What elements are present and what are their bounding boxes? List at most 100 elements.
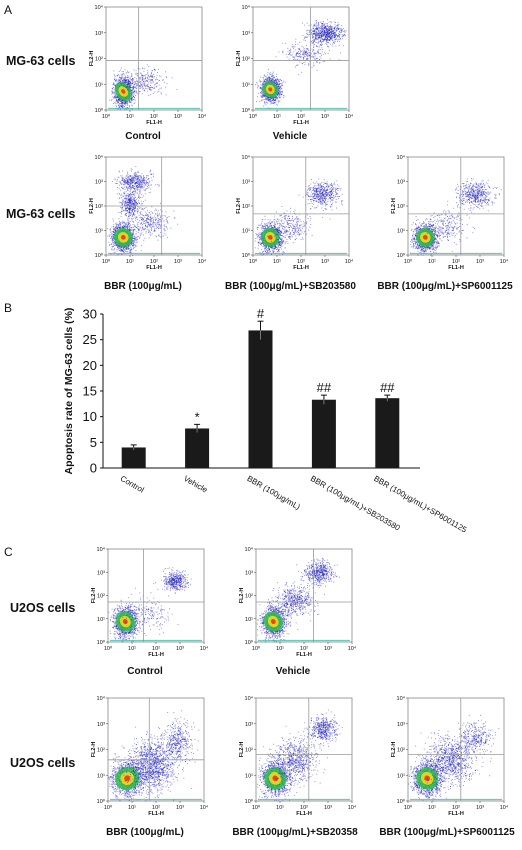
y-tick-label: 10⁴ [97, 546, 106, 553]
row-label-u2os-bottom: U2OS cells [10, 756, 75, 770]
y-tick-label: 10² [97, 748, 105, 754]
scatter-points [408, 714, 500, 802]
row-label-u2os-top: U2OS cells [10, 601, 75, 615]
y-axis-label: FL2-H [91, 742, 97, 758]
x-tick-label: 10³ [321, 259, 329, 265]
y-tick-label: 10⁰ [242, 252, 251, 259]
x-tick-label: 10¹ [128, 805, 136, 811]
y-tick-label: 10⁰ [245, 639, 254, 646]
x-tick-label: 10¹ [428, 259, 436, 265]
x-axis-label: FL1-H [146, 265, 162, 271]
y-tick-label: 30 [83, 307, 97, 322]
y-axis-label: FL2-H [391, 742, 397, 758]
x-tick-label: 10⁰ [102, 113, 111, 120]
flow-plot-u2os-control: 10⁰ 10⁰ 10¹ 10¹ 10² 10² 10³ 10³ 10⁴ 10⁴ FL1-H FL2-H [80, 545, 210, 660]
panel-label-b: B [4, 301, 12, 315]
caption-u2os-bbr-sb: BBR (100μg/mL)+SB20358 [222, 827, 368, 838]
y-tick-label: 10¹ [97, 617, 105, 623]
y-tick-label: 10⁰ [397, 252, 406, 259]
bar [248, 330, 273, 468]
bar [185, 428, 210, 468]
y-tick-label: 10⁰ [97, 798, 106, 805]
panel-label-a: A [4, 3, 12, 17]
caption-mg63-vehicle: Vehicle [225, 131, 355, 142]
x-tick-label: 10⁴ [200, 804, 209, 811]
y-tick-label: 10¹ [97, 773, 105, 779]
y-tick-label: 20 [83, 358, 97, 373]
x-axis-label: FL1-H [296, 811, 312, 817]
x-tick-label: 10⁰ [249, 258, 258, 265]
significance-marker: ## [380, 380, 395, 395]
caption-u2os-bbr-sp: BBR (100μg/mL)+SP6001125 [374, 827, 520, 838]
panel-label-c: C [4, 545, 13, 559]
y-tick-label: 10³ [397, 722, 405, 728]
x-tick-label: 10⁴ [200, 645, 209, 652]
y-tick-label: 10⁴ [397, 695, 406, 702]
x-tick-label: 10¹ [128, 646, 136, 652]
x-axis-label: FL1-H [448, 811, 464, 817]
x-tick-label: 10³ [176, 646, 184, 652]
y-axis-label: FL2-H [91, 588, 97, 604]
x-tick-label: 10³ [321, 114, 329, 120]
y-axis-label: FL2-H [236, 198, 242, 214]
x-tick-label: 10³ [324, 646, 332, 652]
x-tick-label: BBR (100μg/mL)+SB203580 [309, 474, 402, 533]
y-tick-label: 10⁴ [397, 154, 406, 161]
y-tick-label: 10⁴ [242, 154, 251, 161]
x-tick-label: 10³ [324, 805, 332, 811]
x-tick-label: 10¹ [276, 805, 284, 811]
y-tick-label: 10⁴ [95, 4, 104, 11]
x-axis-label: FL1-H [148, 652, 164, 658]
y-tick-label: 10³ [245, 722, 253, 728]
x-tick-label: 10² [152, 805, 160, 811]
row-label-mg63-top: MG-63 cells [6, 54, 75, 68]
x-tick-label: Vehicle [182, 474, 209, 495]
scatter-points [256, 558, 340, 643]
x-axis-label: FL1-H [296, 652, 312, 658]
y-tick-label: 10² [245, 748, 253, 754]
x-axis-label: FL1-H [293, 265, 309, 271]
flow-plot-u2os-bbr-sp: 10⁰ 10⁰ 10¹ 10¹ 10² 10² 10³ 10³ 10⁴ 10⁴ FL1-H FL2-H [380, 694, 510, 819]
x-tick-label: 10⁰ [249, 113, 258, 120]
y-tick-label: 10² [242, 204, 250, 210]
x-tick-label: 10¹ [273, 259, 281, 265]
flow-plot-u2os-bbr-sb: 10⁰ 10⁰ 10¹ 10¹ 10² 10² 10³ 10³ 10⁴ 10⁴ FL1-H FL2-H [228, 694, 358, 819]
y-tick-label: 10³ [97, 570, 105, 576]
x-tick-label: 10¹ [126, 259, 134, 265]
x-tick-label: 10³ [476, 259, 484, 265]
y-tick-label: 10³ [95, 31, 103, 37]
y-tick-label: 10¹ [245, 617, 253, 623]
y-tick-label: 10 [83, 409, 97, 424]
x-tick-label: 10⁰ [252, 645, 261, 652]
x-tick-label: 10³ [476, 805, 484, 811]
x-axis-label: FL1-H [448, 265, 464, 271]
x-tick-label: 10² [452, 259, 460, 265]
scatter-points [109, 64, 178, 111]
y-tick-label: 10² [95, 204, 103, 210]
y-tick-label: 10³ [97, 722, 105, 728]
caption-mg63-bbr-sb: BBR (100μg/mL)+SB203580 [225, 281, 356, 292]
y-axis-label: FL2-H [89, 198, 95, 214]
x-tick-label: 10³ [174, 259, 182, 265]
y-tick-label: 10⁴ [97, 695, 106, 702]
y-tick-label: 25 [83, 332, 97, 347]
y-tick-label: 10² [397, 204, 405, 210]
y-axis-label: FL2-H [89, 51, 95, 67]
x-tick-label: Control [119, 474, 146, 495]
y-tick-label: 10⁴ [245, 546, 254, 553]
caption-u2os-control: Control [80, 666, 210, 677]
y-tick-label: 10² [97, 594, 105, 600]
x-axis-label: FL1-H [293, 120, 309, 126]
x-tick-label: 10⁰ [404, 804, 413, 811]
y-tick-label: 10³ [245, 570, 253, 576]
x-tick-label: 10¹ [428, 805, 436, 811]
y-tick-label: 10⁰ [95, 252, 104, 259]
x-tick-label: 10¹ [273, 114, 281, 120]
x-tick-label: 10² [300, 646, 308, 652]
caption-u2os-vehicle: Vehicle [228, 666, 358, 677]
x-tick-label: 10⁴ [345, 258, 354, 265]
y-tick-label: 10² [242, 57, 250, 63]
y-tick-label: 15 [83, 384, 97, 399]
y-tick-label: 10³ [397, 180, 405, 186]
y-tick-label: 10⁴ [95, 154, 104, 161]
